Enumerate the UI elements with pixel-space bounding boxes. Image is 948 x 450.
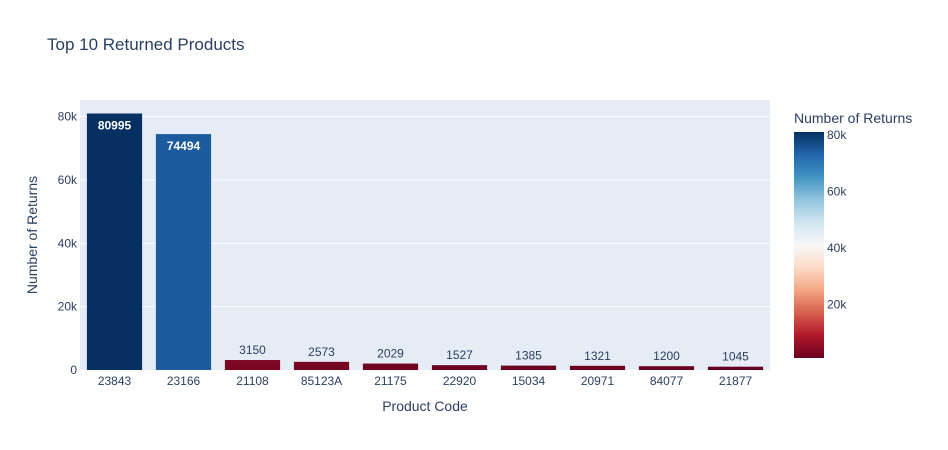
colorbar-tick-label: 60k xyxy=(827,184,847,198)
bar xyxy=(362,363,419,370)
bar-value-label: 80995 xyxy=(98,119,132,133)
bar xyxy=(86,113,143,371)
bars xyxy=(86,113,764,371)
bar xyxy=(431,365,488,370)
bar-value-label: 74494 xyxy=(167,139,201,153)
y-axis-title: Number of Returns xyxy=(24,176,40,294)
x-tick-label: 21877 xyxy=(719,374,753,388)
x-tick-label: 23166 xyxy=(167,374,201,388)
bar xyxy=(155,134,212,370)
colorbar xyxy=(794,132,824,358)
y-axis-ticks: 0 20k 40k 60k 80k xyxy=(58,110,78,377)
bar xyxy=(293,361,350,370)
x-tick-label: 85123A xyxy=(301,374,342,388)
x-tick-label: 84077 xyxy=(650,374,684,388)
bar-value-label: 1527 xyxy=(446,348,473,362)
y-tick-label: 20k xyxy=(58,300,78,314)
bar-value-label: 2573 xyxy=(308,345,335,359)
x-tick-label: 21108 xyxy=(236,374,269,388)
colorbar-title: Number of Returns xyxy=(794,110,912,126)
bar-labels: 80995 74494 3150 2573 2029 1527 1385 1321 1200 10… xyxy=(98,119,749,364)
colorbar-ticks: 20k 40k 60k 80k xyxy=(827,128,847,312)
colorbar-tick-label: 20k xyxy=(827,297,847,311)
y-tick-label: 0 xyxy=(70,363,77,377)
bar-value-label: 3150 xyxy=(239,343,266,357)
y-tick-label: 80k xyxy=(58,110,78,124)
bar xyxy=(707,366,764,370)
bar-value-label: 1045 xyxy=(722,350,749,364)
bar-value-label: 2029 xyxy=(377,347,404,361)
x-tick-label: 22920 xyxy=(443,374,477,388)
bar xyxy=(500,365,557,370)
y-tick-label: 60k xyxy=(58,173,78,187)
bar-value-label: 1200 xyxy=(653,349,680,363)
x-tick-label: 15034 xyxy=(512,374,546,388)
colorbar-tick-label: 80k xyxy=(827,128,847,142)
bar xyxy=(569,365,626,370)
x-tick-label: 23843 xyxy=(98,374,132,388)
colorbar-tick-label: 40k xyxy=(827,241,847,255)
bar-value-label: 1321 xyxy=(584,349,611,363)
bar xyxy=(224,360,281,370)
x-axis-title: Product Code xyxy=(382,398,468,414)
bar xyxy=(638,366,695,370)
chart-title: Top 10 Returned Products xyxy=(47,35,245,54)
y-tick-label: 40k xyxy=(58,236,78,250)
x-axis-ticks: 23843 23166 21108 85123A 21175 22920 15034 2097… xyxy=(98,374,753,388)
bar-value-label: 1385 xyxy=(515,349,542,363)
x-tick-label: 20971 xyxy=(581,374,615,388)
x-tick-label: 21175 xyxy=(374,374,407,388)
